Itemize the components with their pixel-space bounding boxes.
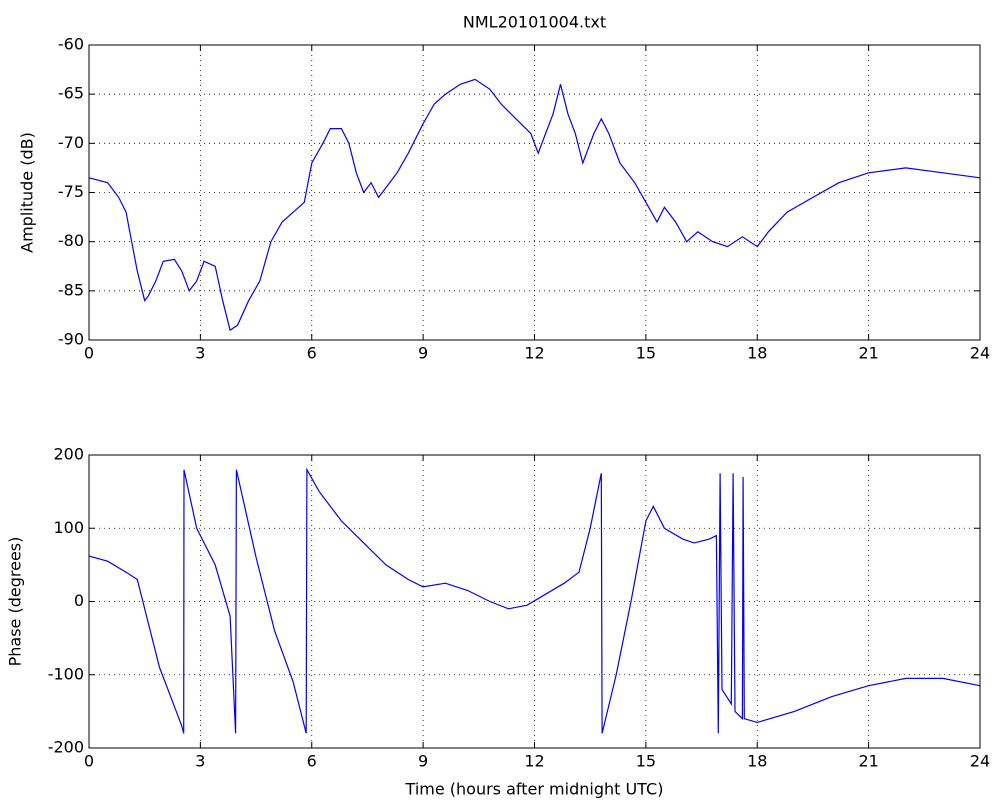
x-tick-label: 0 xyxy=(84,344,94,363)
x-tick-label: 24 xyxy=(970,752,990,771)
x-tick-label: 12 xyxy=(524,344,544,363)
y-tick-label: 200 xyxy=(53,445,84,464)
x-tick-label: 3 xyxy=(195,752,205,771)
x-tick-label: 0 xyxy=(84,752,94,771)
y-tick-label: -200 xyxy=(48,738,84,757)
data-line xyxy=(88,78,981,332)
x-tick-label: 12 xyxy=(524,752,544,771)
axes-frame xyxy=(88,454,981,749)
y-tick-label: -60 xyxy=(58,35,84,54)
x-tick-label: 3 xyxy=(195,344,205,363)
x-tick-label: 18 xyxy=(747,752,767,771)
y-tick-label: -90 xyxy=(58,330,84,349)
x-tick-label: 6 xyxy=(307,752,317,771)
y-tick-label: -80 xyxy=(58,231,84,250)
x-axis-label: Time (hours after midnight UTC) xyxy=(405,780,664,799)
y-tick-label: -100 xyxy=(48,664,84,683)
y-tick-label: -65 xyxy=(58,84,84,103)
chart-title: NML20101004.txt xyxy=(463,13,606,32)
x-tick-label: 6 xyxy=(307,344,317,363)
y-tick-label: 0 xyxy=(74,591,84,610)
x-tick-label: 18 xyxy=(747,344,767,363)
y-tick-label: -75 xyxy=(58,182,84,201)
y-tick-label: 100 xyxy=(53,518,84,537)
y-tick-label: -70 xyxy=(58,133,84,152)
axes-frame xyxy=(88,44,981,341)
y-tick-label: -85 xyxy=(58,280,84,299)
x-tick-label: 21 xyxy=(858,752,878,771)
y-axis-label: Amplitude (dB) xyxy=(18,132,37,253)
x-tick-label: 15 xyxy=(636,752,656,771)
x-tick-label: 9 xyxy=(418,752,428,771)
x-tick-label: 15 xyxy=(636,344,656,363)
y-axis-label: Phase (degrees) xyxy=(6,537,25,667)
x-tick-label: 24 xyxy=(970,344,990,363)
x-tick-label: 9 xyxy=(418,344,428,363)
data-line xyxy=(88,467,981,734)
x-tick-label: 21 xyxy=(858,344,878,363)
